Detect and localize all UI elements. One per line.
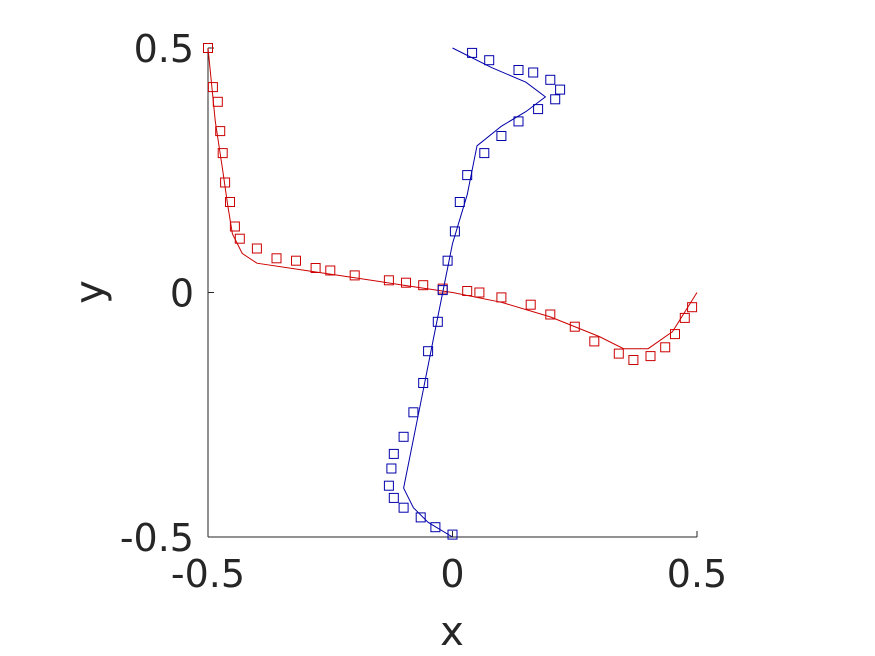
y-tick-label: -0.5 [120,516,194,560]
data-point [645,351,656,362]
data-point [418,378,429,388]
data-point [217,148,228,159]
data-point [687,302,698,313]
data-point [679,312,690,323]
y-axis-label: y [67,280,113,304]
data-point [533,104,544,115]
data-point [670,329,680,340]
data-point [386,463,397,474]
data-point [462,170,473,181]
data-point [325,265,336,276]
data-point [513,65,524,75]
data-point [349,270,360,281]
series-2 [383,47,566,540]
data-point [430,522,441,533]
data-point [454,197,465,207]
data-point [589,336,600,347]
data-point [215,126,226,137]
x-axis-label: x [440,609,464,655]
data-point [291,255,301,266]
data-point [660,342,671,353]
series-1 [203,43,698,365]
data-point [234,233,245,244]
data-point [449,226,460,237]
data-point [496,292,507,303]
data-point [528,67,539,78]
data-point [525,299,536,310]
data-point [212,96,223,107]
data-point [432,316,443,327]
data-point [484,55,495,66]
data-point [220,177,231,188]
data-point [383,480,394,491]
data-point [310,263,321,273]
data-point [513,116,524,127]
data-point [225,197,235,207]
x-tick-label: -0.5 [171,552,245,596]
data-point [628,355,639,365]
data-point [467,47,478,58]
data-point [388,492,399,503]
data-point [418,280,429,291]
data-point [423,346,434,357]
data-point [545,74,556,85]
data-point [613,348,624,359]
data-point [437,285,448,296]
data-point [271,253,282,264]
data-point [545,309,556,320]
tick-labels: -0.5 0 0.5 -0.5 0 0.5 [120,27,727,596]
data-point [251,243,262,254]
data-point [401,277,411,288]
data-point [474,287,485,298]
y-tick-label: 0 [170,272,194,316]
data-point [442,255,453,266]
x-tick-label: 0.5 [667,552,727,596]
series-layer [203,43,698,540]
data-point [398,502,409,513]
data-point [496,131,507,141]
data-point [550,94,561,105]
data-point [229,221,240,232]
data-point [479,148,490,159]
data-point [447,529,458,540]
series-line [403,47,547,538]
data-point [388,448,399,459]
x-tick-label: 0 [440,552,464,596]
data-point [569,321,580,332]
data-point [383,275,394,286]
data-point [203,43,213,53]
data-point [398,431,409,442]
series-line [207,47,698,350]
data-point [415,512,426,523]
data-point [555,84,566,95]
y-tick-label: 0.5 [134,27,194,71]
data-point [462,286,473,296]
data-point [207,82,218,93]
data-point [408,407,419,418]
